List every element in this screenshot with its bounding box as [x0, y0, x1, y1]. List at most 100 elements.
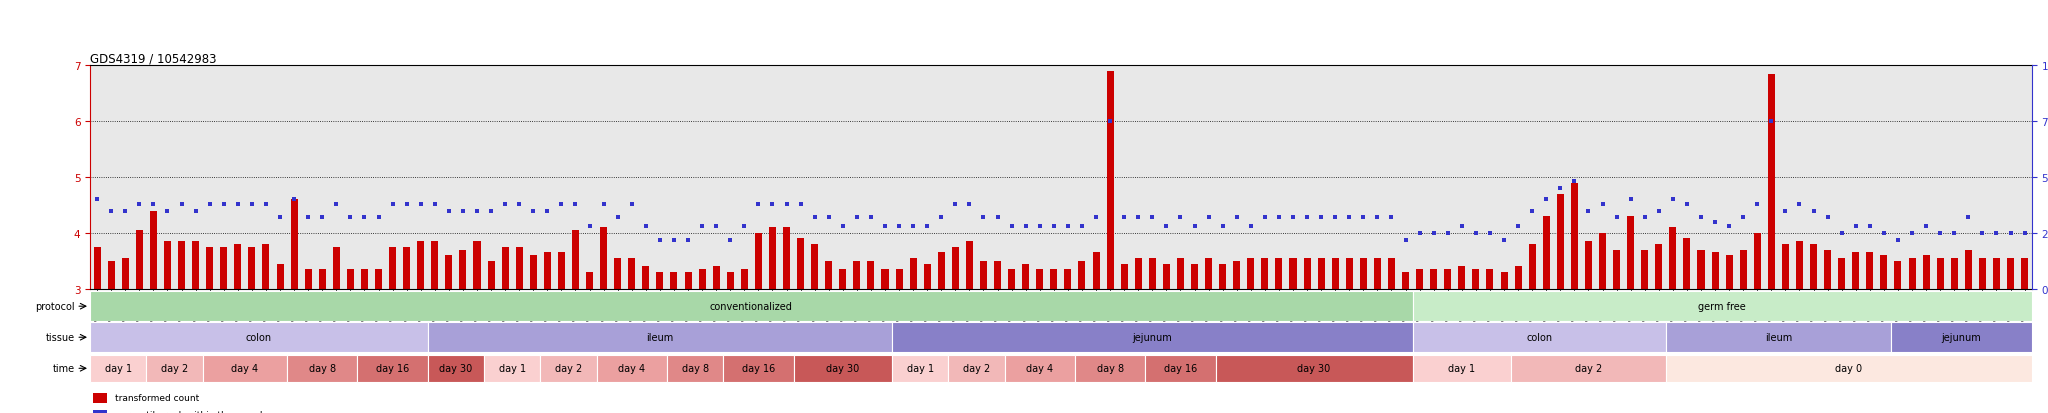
Text: day 1: day 1: [104, 363, 131, 373]
Bar: [967, 242, 973, 289]
Point: [1051, 223, 1083, 230]
Text: day 30: day 30: [1298, 363, 1331, 373]
Bar: [1796, 242, 1802, 289]
Bar: [768, 228, 776, 289]
Point: [1937, 230, 1970, 237]
Point: [715, 237, 748, 243]
Text: day 0: day 0: [1835, 363, 1862, 373]
Point: [1798, 208, 1831, 214]
Point: [391, 201, 424, 208]
Point: [461, 208, 494, 214]
Bar: [346, 270, 354, 289]
Point: [475, 208, 508, 214]
Point: [614, 201, 647, 208]
Point: [123, 201, 156, 208]
Point: [1559, 179, 1591, 185]
Point: [1726, 214, 1759, 221]
Bar: [811, 244, 819, 289]
Bar: [1640, 250, 1649, 289]
Bar: [178, 242, 184, 289]
Bar: [1937, 259, 1944, 289]
Point: [1432, 230, 1464, 237]
Bar: [668, 355, 723, 382]
Bar: [797, 239, 805, 289]
Bar: [473, 242, 481, 289]
Point: [813, 214, 846, 221]
Point: [643, 237, 676, 243]
Bar: [358, 355, 428, 382]
Point: [1544, 185, 1577, 192]
Point: [530, 208, 563, 214]
Point: [1599, 214, 1632, 221]
Bar: [1528, 244, 1536, 289]
Bar: [1276, 259, 1282, 289]
Bar: [516, 247, 522, 289]
Bar: [276, 264, 283, 289]
Text: percentile rank within the sample: percentile rank within the sample: [115, 411, 268, 413]
Point: [981, 214, 1014, 221]
Bar: [90, 323, 428, 352]
Bar: [541, 355, 596, 382]
Bar: [487, 261, 496, 289]
Point: [559, 201, 592, 208]
Point: [1784, 201, 1817, 208]
Bar: [893, 323, 1413, 352]
Bar: [1698, 250, 1704, 289]
Bar: [94, 247, 100, 289]
Bar: [135, 230, 143, 289]
Bar: [1556, 195, 1565, 289]
Point: [573, 223, 606, 230]
Bar: [1585, 242, 1591, 289]
Point: [1868, 230, 1901, 237]
Text: day 16: day 16: [377, 363, 410, 373]
Bar: [868, 261, 874, 289]
Point: [193, 201, 225, 208]
Bar: [2021, 259, 2028, 289]
Point: [2009, 230, 2042, 237]
Point: [588, 201, 621, 208]
Bar: [1993, 259, 2001, 289]
Point: [1079, 214, 1112, 221]
Bar: [428, 323, 893, 352]
Point: [279, 197, 311, 203]
Bar: [1894, 261, 1901, 289]
Text: colon: colon: [246, 332, 272, 342]
Bar: [893, 355, 948, 382]
Bar: [571, 230, 580, 289]
Bar: [756, 233, 762, 289]
Bar: [1669, 228, 1677, 289]
Point: [629, 223, 662, 230]
Bar: [203, 355, 287, 382]
Point: [152, 208, 184, 214]
Bar: [1473, 270, 1479, 289]
Point: [1712, 223, 1745, 230]
Bar: [1374, 259, 1380, 289]
Bar: [1626, 216, 1634, 289]
Bar: [90, 355, 145, 382]
Text: conventionalized: conventionalized: [711, 301, 793, 311]
Point: [1235, 223, 1268, 230]
Point: [770, 201, 803, 208]
Point: [1909, 223, 1942, 230]
Bar: [1614, 250, 1620, 289]
Bar: [545, 253, 551, 289]
Point: [516, 208, 549, 214]
Bar: [1444, 270, 1452, 289]
Point: [305, 214, 338, 221]
Bar: [1303, 259, 1311, 289]
Point: [1290, 214, 1323, 221]
Text: time: time: [53, 363, 76, 373]
Bar: [1430, 270, 1438, 289]
Bar: [1290, 259, 1296, 289]
Point: [938, 201, 971, 208]
Point: [995, 223, 1028, 230]
Bar: [1487, 270, 1493, 289]
Text: day 16: day 16: [1163, 363, 1198, 373]
Point: [1825, 230, 1858, 237]
Bar: [1204, 259, 1212, 289]
Bar: [741, 270, 748, 289]
Bar: [1413, 292, 2032, 321]
Bar: [145, 355, 203, 382]
Text: day 16: day 16: [741, 363, 774, 373]
Bar: [1247, 259, 1253, 289]
